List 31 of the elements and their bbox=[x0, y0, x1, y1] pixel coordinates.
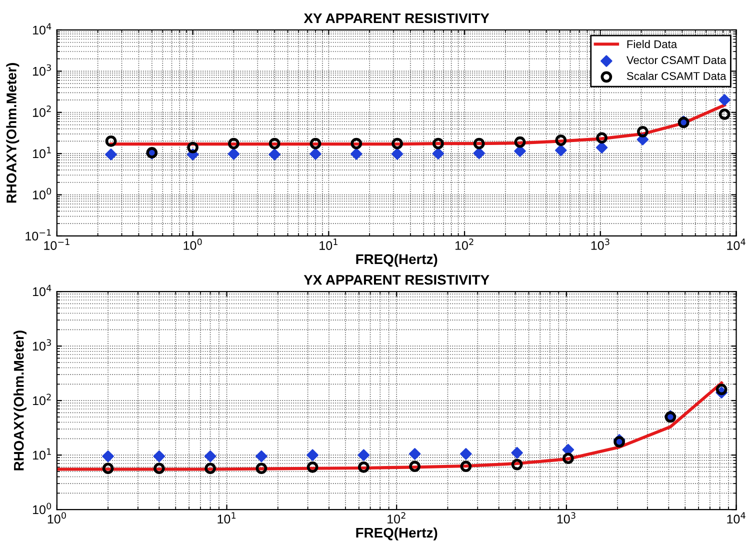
x-tick-label: 10$^{0}$ bbox=[48, 512, 66, 524]
x-tick-label: 10$^{1}$ bbox=[218, 512, 236, 524]
x-tick-label: 10$^{3}$ bbox=[557, 512, 576, 524]
y-tick-label: 10$^{1}$ bbox=[33, 146, 51, 158]
y-axis-title: RHOAXY(Ohm.Meter) bbox=[6, 63, 20, 203]
x-tick-label: 10$^{0}$ bbox=[184, 238, 202, 250]
x-tick-label: 10$^{4}$ bbox=[727, 238, 746, 250]
legend-label: Vector CSAMT Data bbox=[626, 56, 726, 64]
y-tick-label: 10$^{0}$ bbox=[33, 188, 52, 200]
y-tick-label: 10$^{3}$ bbox=[33, 339, 51, 351]
y-axis-title: RHOAXY(Ohm.Meter) bbox=[14, 330, 27, 470]
y-tick-label: 10$^{4}$ bbox=[33, 284, 52, 296]
y-tick-label: 10$^{2}$ bbox=[33, 394, 51, 406]
y-tick-label: 10$^{0}$ bbox=[33, 502, 52, 514]
y-tick-label: 10$^{2}$ bbox=[33, 106, 51, 117]
x-axis-title: FREQ(Hertz) bbox=[356, 254, 438, 267]
y-tick-label: 10$^{4}$ bbox=[33, 23, 52, 35]
legend-label: Scalar CSAMT Data bbox=[626, 72, 726, 80]
x-tick-label: 10$^{−1}$ bbox=[44, 238, 70, 250]
y-tick-label: 10$^{−1}$ bbox=[26, 229, 51, 241]
x-tick-label: 10$^{3}$ bbox=[591, 238, 610, 250]
x-tick-label: 10$^{4}$ bbox=[727, 512, 746, 524]
x-tick-label: 10$^{2}$ bbox=[455, 238, 474, 250]
y-tick-label: 10$^{1}$ bbox=[33, 448, 51, 460]
chart-title: YX APPARENT RESISTIVITY bbox=[304, 274, 490, 285]
legend-label: Field Data bbox=[627, 40, 678, 48]
chart-title: XY APPARENT RESISTIVITY bbox=[304, 13, 490, 24]
x-tick-label: 10$^{1}$ bbox=[320, 238, 338, 250]
y-tick-label: 10$^{3}$ bbox=[33, 64, 51, 76]
x-tick-label: 10$^{2}$ bbox=[388, 512, 406, 524]
x-axis-title: FREQ(Hertz) bbox=[356, 527, 438, 540]
